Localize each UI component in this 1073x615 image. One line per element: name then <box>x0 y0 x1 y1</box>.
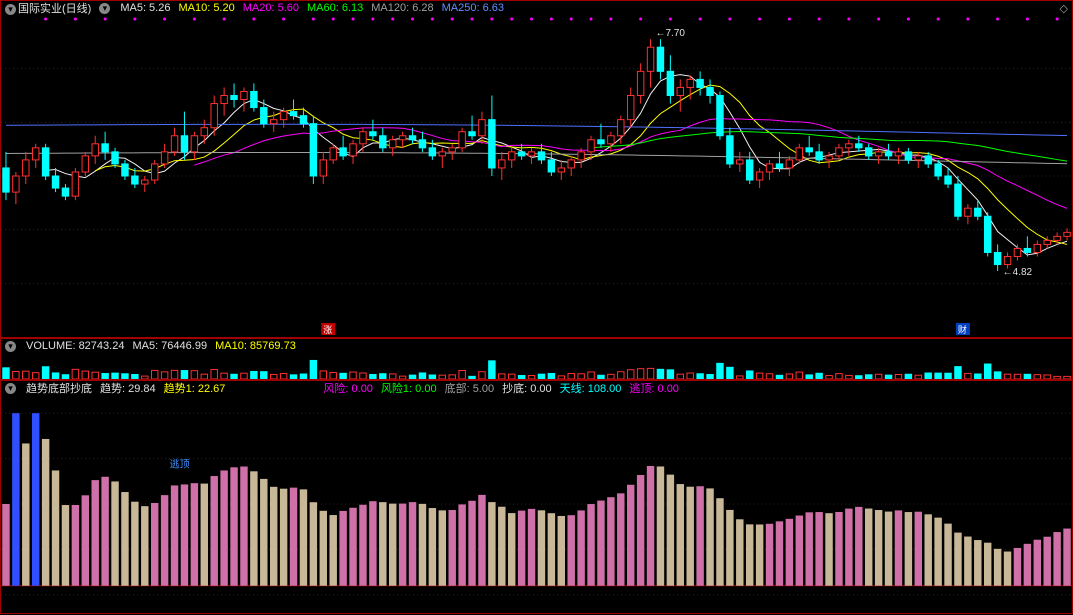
trend-l6: 天线: 108.00 <box>560 380 622 396</box>
trend-l2: 风险: 0.00 <box>323 380 373 396</box>
trend-l3: 风险1: 0.00 <box>381 380 437 396</box>
trend-l7: 逃顶: 0.00 <box>629 380 679 396</box>
ma20-label: MA20: 5.60 <box>243 2 299 14</box>
ma10-label: MA10: 5.20 <box>178 2 234 14</box>
svg-text:←7.70: ←7.70 <box>656 28 686 39</box>
expand-icon[interactable]: ▾ <box>5 4 16 15</box>
candlestick-chart[interactable]: ←7.70 ←4.82 涨 财 <box>1 15 1072 337</box>
trend-panel[interactable]: ▾ 趋势底部抄底 趋势: 29.84 趋势1: 22.67 风险: 0.00 风… <box>0 380 1073 614</box>
trend-header: ▾ 趋势底部抄底 趋势: 29.84 趋势1: 22.67 风险: 0.00 风… <box>1 381 1072 395</box>
trend-l4: 底部: 5.00 <box>445 380 495 396</box>
ma-toggle-icon[interactable]: ▾ <box>99 3 110 14</box>
ma250-label: MA250: 6.63 <box>442 2 504 14</box>
trend-l5: 抄底: 0.00 <box>502 380 552 396</box>
volume-chart[interactable] <box>1 353 1072 379</box>
ma120-label: MA120: 6.28 <box>371 2 433 14</box>
main-header: ▾国际实业(日线) ▾ MA5: 5.26 MA10: 5.20 MA20: 5… <box>1 1 1072 15</box>
trend-l1: 趋势1: 22.67 <box>164 380 226 396</box>
volume-panel[interactable]: ▾ VOLUME: 82743.24 MA5: 76446.99 MA10: 8… <box>0 338 1073 380</box>
svg-text:←4.82: ←4.82 <box>1003 267 1033 278</box>
svg-text:财: 财 <box>958 324 967 335</box>
trend-chart[interactable]: 逃顶 <box>1 395 1072 613</box>
volume-header: ▾ VOLUME: 82743.24 MA5: 76446.99 MA10: 8… <box>1 339 1072 353</box>
volume-ma5: MA5: 76446.99 <box>132 340 207 352</box>
stock-title: 国际实业(日线) <box>18 3 91 15</box>
ma5-label: MA5: 5.26 <box>120 2 170 14</box>
expand-icon[interactable]: ▾ <box>5 383 16 394</box>
svg-text:逃顶: 逃顶 <box>170 458 190 471</box>
trend-l0: 趋势: 29.84 <box>100 380 156 396</box>
ma60-label: MA60: 6.13 <box>307 2 363 14</box>
volume-label: VOLUME: 82743.24 <box>26 340 124 352</box>
expand-icon[interactable]: ▾ <box>5 341 16 352</box>
trend-title: 趋势底部抄底 <box>26 380 92 396</box>
main-candlestick-panel[interactable]: ▾国际实业(日线) ▾ MA5: 5.26 MA10: 5.20 MA20: 5… <box>0 0 1073 338</box>
svg-text:涨: 涨 <box>323 325 332 335</box>
volume-ma10: MA10: 85769.73 <box>215 340 296 352</box>
panel-menu-icon[interactable]: ◇ <box>1060 2 1068 15</box>
